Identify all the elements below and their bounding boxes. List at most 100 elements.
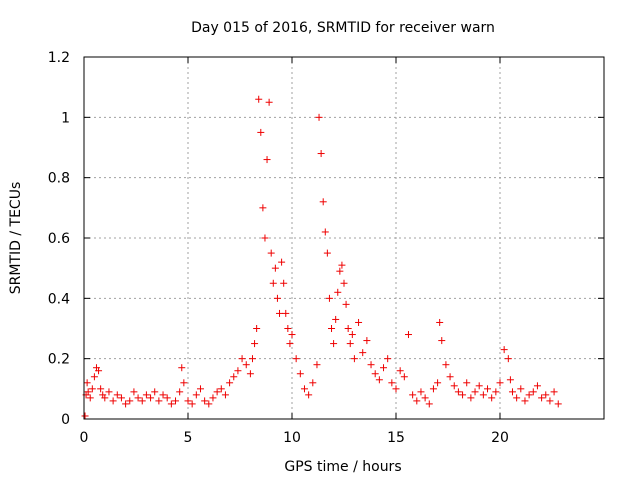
data-point (88, 385, 96, 393)
data-point (328, 325, 336, 332)
data-point (90, 373, 98, 381)
data-point (450, 382, 458, 390)
x-axis-label: GPS time / hours (284, 459, 401, 475)
data-point (350, 355, 358, 363)
data-point (313, 361, 321, 369)
data-points (81, 95, 562, 420)
data-point (371, 370, 379, 378)
data-point (163, 394, 171, 402)
data-point (213, 388, 221, 396)
data-point (417, 388, 425, 396)
data-point (400, 373, 408, 381)
data-point (342, 300, 350, 308)
data-point (496, 379, 504, 387)
data-point (122, 400, 130, 408)
data-point (167, 400, 175, 408)
data-point (344, 325, 352, 332)
data-point (442, 361, 450, 369)
data-point (375, 376, 383, 384)
data-point (192, 391, 200, 399)
data-point (325, 294, 333, 302)
data-point (261, 234, 269, 242)
data-point (323, 249, 331, 257)
chart-title: Day 015 of 2016, SRMTID for receiver war… (191, 20, 495, 36)
data-point (463, 379, 471, 387)
data-point (425, 400, 433, 408)
data-point (315, 113, 323, 121)
data-point (188, 400, 196, 408)
data-point (513, 394, 521, 402)
data-point (284, 325, 292, 332)
data-point (105, 388, 113, 396)
data-point (317, 150, 325, 158)
data-point (429, 385, 437, 393)
data-point (321, 228, 329, 236)
data-point (253, 325, 261, 332)
data-point (251, 340, 259, 348)
data-point (305, 391, 313, 399)
data-point (282, 309, 290, 317)
data-point (338, 261, 346, 269)
data-point (550, 388, 558, 396)
data-point (446, 373, 454, 381)
plot-frame (83, 56, 605, 420)
data-point (546, 397, 554, 405)
data-point (436, 318, 444, 326)
data-point (184, 397, 192, 405)
axis-ticks: 0 5 10 15 20 0 0.2 0.4 0.6 0.8 1 1.2 (48, 50, 604, 446)
data-point (138, 397, 146, 405)
data-point (355, 318, 363, 326)
data-point (413, 397, 421, 405)
data-point (234, 367, 242, 375)
data-point (454, 388, 462, 396)
data-point (176, 388, 184, 396)
data-point (404, 331, 412, 339)
data-point (273, 294, 281, 302)
data-point (529, 388, 537, 396)
y-tick-label: 1.2 (48, 50, 70, 66)
data-point (155, 397, 163, 405)
data-point (196, 385, 204, 393)
data-point (521, 397, 529, 405)
data-point (201, 397, 209, 405)
data-point (101, 394, 109, 402)
data-point (492, 388, 500, 396)
data-point (396, 367, 404, 375)
data-point (336, 267, 344, 275)
data-point (309, 379, 317, 387)
data-point (178, 364, 186, 372)
data-point (221, 391, 229, 399)
data-point (269, 279, 277, 287)
data-point (172, 397, 180, 405)
data-point (384, 355, 392, 363)
data-point (86, 394, 94, 402)
data-point (159, 391, 167, 399)
x-tick-label: 15 (387, 430, 405, 446)
data-point (296, 370, 304, 378)
data-point (95, 367, 103, 375)
data-point (238, 355, 246, 363)
data-point (525, 391, 533, 399)
data-point (504, 355, 512, 363)
data-point (83, 379, 91, 387)
data-point (246, 370, 254, 378)
data-point (109, 397, 117, 405)
data-point (506, 376, 514, 384)
data-point (475, 382, 483, 390)
data-point (288, 331, 296, 339)
data-point (479, 391, 487, 399)
data-point (265, 98, 273, 106)
y-tick-label: 0.2 (48, 352, 70, 368)
data-point (348, 331, 356, 339)
data-point (217, 385, 225, 393)
data-point (533, 382, 541, 390)
data-point (340, 279, 348, 287)
data-point (259, 204, 267, 212)
data-point (278, 258, 286, 266)
data-point (209, 394, 217, 402)
data-point (542, 391, 550, 399)
data-point (334, 288, 342, 296)
data-point (97, 385, 105, 393)
data-point (332, 315, 340, 323)
